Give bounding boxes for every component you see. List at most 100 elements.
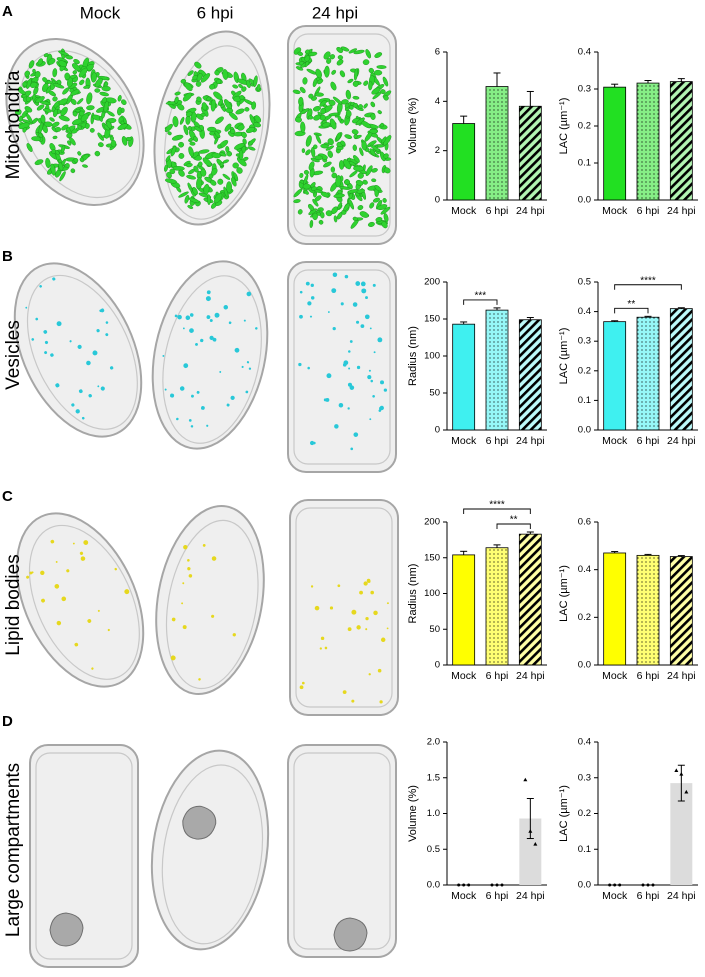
organelle [196,177,203,190]
organelle [293,199,301,204]
data-point [467,883,471,887]
organelle [329,118,337,130]
organelle [87,619,92,623]
organelle [201,102,208,111]
organelle [373,69,383,76]
organelle [196,73,203,82]
organelle [220,103,225,109]
organelle [34,71,41,79]
organelle [323,161,332,168]
organelle [69,340,72,343]
x-tick-label: 6 hpi [637,435,660,447]
organelle [371,178,377,183]
organelle [77,344,82,349]
organelle [315,134,322,144]
organelle [299,173,304,178]
organelle [222,173,231,180]
organelle [232,633,236,637]
y-tick-label: 0 [435,660,440,671]
organelle [353,165,365,172]
organelle [369,418,372,421]
cell-rendering [287,744,397,958]
organelle [329,54,336,60]
y-tick-label: 4 [435,96,440,107]
organelle [336,59,344,66]
organelle [307,366,310,370]
organelle [117,94,122,102]
significance-label: *** [474,291,486,302]
organelle [70,168,76,174]
y-tick-label: 150 [424,314,440,325]
organelle [207,194,211,206]
organelle [383,213,389,223]
organelle [182,625,187,630]
x-tick-label: 24 hpi [516,205,545,217]
organelle [70,89,80,96]
organelle [348,350,351,353]
organelle [222,69,229,80]
organelle [236,167,243,174]
organelle [351,129,359,135]
organelle [211,614,215,618]
organelle [372,395,375,398]
organelle [58,50,69,56]
organelle [344,103,350,109]
x-tick-label: Mock [602,670,628,682]
organelle [241,131,247,138]
organelle [328,99,336,106]
x-tick-label: Mock [451,890,477,902]
organelle [348,198,355,210]
organelle [206,315,211,320]
organelle [91,667,94,670]
organelle [301,681,305,685]
organelle [370,101,376,108]
bar [636,316,660,431]
organelle [99,91,109,97]
organelle [70,98,77,105]
organelle [36,104,45,111]
y-tick-label: 0.0 [427,880,440,891]
organelle [184,82,193,92]
organelle [81,416,85,420]
organelle [188,146,194,157]
organelle [50,539,55,544]
organelle [327,311,330,313]
organelle [196,390,200,394]
cell-shell [287,744,397,958]
y-tick-label: 0.0 [578,425,591,436]
cell-rendering [289,499,399,716]
data-point [495,883,499,887]
organelle [314,195,322,202]
organelle [55,383,60,388]
column-header: 6 hpi [197,3,234,22]
organelle [379,122,385,128]
organelle [380,206,391,215]
organelle [374,185,382,192]
organelle [386,627,389,630]
organelle [348,367,351,370]
organelle [209,319,213,323]
y-tick-label: 50 [429,388,440,399]
organelle [370,144,380,152]
organelle [62,87,70,95]
organelle [211,168,218,176]
organelle [326,373,332,379]
organelle [334,424,339,429]
organelle [243,319,246,322]
organelle [305,149,311,156]
organelle [323,398,327,402]
organelle [355,281,361,286]
organelle [216,79,222,85]
organelle [171,134,184,141]
organelle [347,78,354,84]
y-tick-label: 0.0 [578,195,591,206]
bar [603,552,627,666]
organelle [367,375,372,380]
organelle [312,198,319,207]
organelle [351,699,355,703]
organelle [308,115,314,120]
y-tick-label: 0.3 [578,84,591,95]
organelle [187,205,194,209]
organelle [371,168,378,173]
organelle [344,274,349,279]
